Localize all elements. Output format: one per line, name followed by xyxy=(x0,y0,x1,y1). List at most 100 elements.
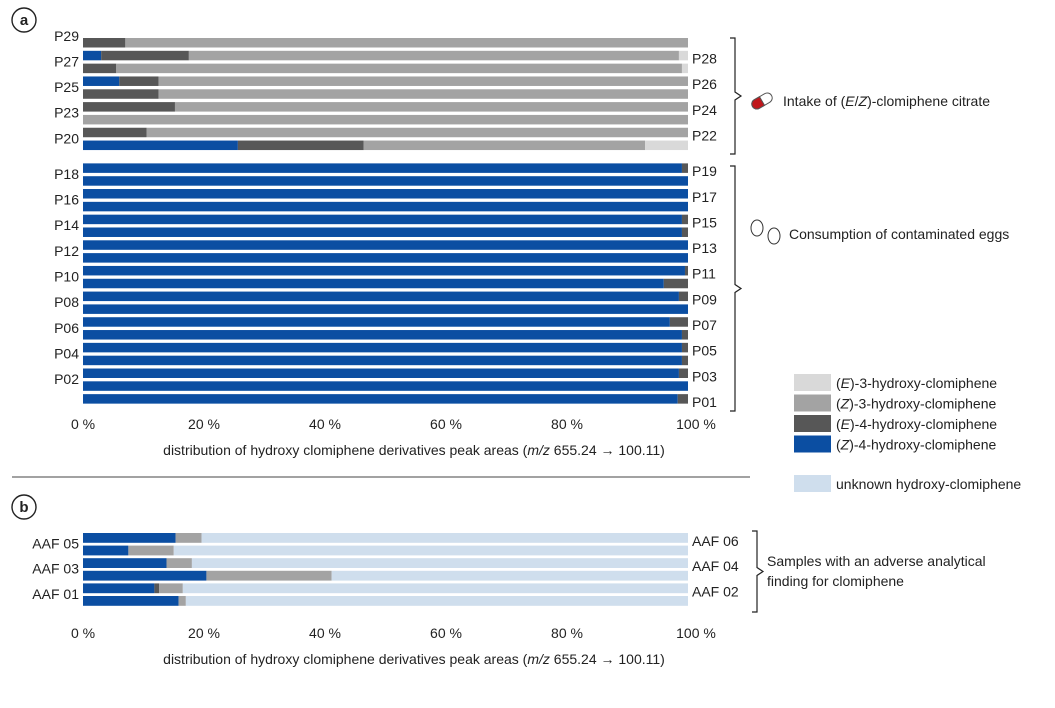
bar-p05-e4 xyxy=(681,342,688,353)
bar-p13-z4 xyxy=(83,240,688,250)
egg-1 xyxy=(750,219,764,237)
category-label: P16 xyxy=(54,192,79,208)
legend-label-z4: (Z)-4-hydroxy-clomiphene xyxy=(836,437,997,453)
x-axis-title: distribution of hydroxy clomiphene deriv… xyxy=(163,651,665,667)
legend-label-e4: (E)-4-hydroxy-clomiphene xyxy=(836,416,997,432)
bar-aaf-01-unknown xyxy=(185,596,688,606)
category-label: P26 xyxy=(692,76,717,92)
bar-aaf-01-z3 xyxy=(178,596,186,606)
bar-p04-z4 xyxy=(83,355,682,366)
x-tick-label: 100 % xyxy=(676,625,716,641)
bar-aaf-04-z3 xyxy=(166,558,192,568)
x-tick-label: 20 % xyxy=(188,625,220,641)
category-label: P09 xyxy=(692,291,717,307)
legend: (E)-3-hydroxy-clomiphene (Z)-3-hydroxy-cl… xyxy=(794,374,1021,492)
bar-p08-z4 xyxy=(83,304,688,314)
bar-p22-z3 xyxy=(146,127,688,138)
bar-p06-e4 xyxy=(681,330,688,340)
pill-red-half xyxy=(751,95,766,110)
x-tick-label: 20 % xyxy=(188,416,220,432)
bar-p23-z3 xyxy=(83,114,688,125)
category-label: P15 xyxy=(692,214,717,230)
x-tick-label: 0 % xyxy=(71,625,95,641)
bar-p11-e4 xyxy=(684,265,688,276)
category-label: P17 xyxy=(692,189,717,205)
bar-aaf-05-unknown xyxy=(173,545,688,556)
bar-aaf-06-z3 xyxy=(175,533,202,543)
pill-icon xyxy=(751,92,773,110)
category-label: P01 xyxy=(692,394,717,410)
bar-aaf-05-z4 xyxy=(83,545,129,556)
category-label: P06 xyxy=(54,320,79,336)
legend-swatch-e4 xyxy=(794,415,831,432)
bar-aaf-02-unknown xyxy=(182,583,688,594)
group-label-clomiphene: Intake of (E/Z)-clomiphene citrate xyxy=(783,93,990,109)
bar-p09-z4 xyxy=(83,291,679,302)
bar-p01-e4 xyxy=(677,394,688,404)
bar-aaf-03-unknown xyxy=(331,570,688,581)
brace-aaf xyxy=(752,530,765,613)
category-label: P24 xyxy=(692,102,717,118)
bar-p28-z3 xyxy=(188,50,679,61)
category-label: P02 xyxy=(54,371,79,387)
bar-p17-z4 xyxy=(83,189,688,199)
bar-p16-z4 xyxy=(83,201,688,212)
category-label: AAF 05 xyxy=(32,536,79,552)
bar-p29-e4 xyxy=(83,38,126,48)
panel-b-letter: b xyxy=(19,499,28,516)
bar-p29-z3 xyxy=(125,38,689,48)
bar-aaf-06-unknown xyxy=(201,533,688,543)
x-tick-label: 100 % xyxy=(676,416,716,432)
bar-p07-e4 xyxy=(669,317,688,327)
category-label: P13 xyxy=(692,240,717,256)
bar-p27-e3 xyxy=(681,63,688,74)
bar-aaf-02-e4 xyxy=(154,583,160,594)
bar-aaf-04-z4 xyxy=(83,558,167,568)
bar-p27-e4 xyxy=(83,63,117,74)
brace-eggs xyxy=(730,165,743,412)
panel-a-letter: a xyxy=(20,12,29,29)
legend-label-z3: (Z)-3-hydroxy-clomiphene xyxy=(836,396,997,412)
category-label: P29 xyxy=(54,28,79,44)
bar-p24-e4 xyxy=(83,102,175,112)
category-label: P03 xyxy=(692,368,717,384)
bar-p14-e4 xyxy=(681,227,688,237)
bar-p02-z4 xyxy=(83,381,688,391)
group-label-eggs: Consumption of contaminated eggs xyxy=(789,226,1009,242)
bar-p25-z3 xyxy=(158,89,688,99)
bar-p26-z4 xyxy=(83,76,120,86)
group-label-aaf-line: Samples with an adverse analytical xyxy=(767,553,986,569)
legend-swatch-z3 xyxy=(794,394,831,412)
bar-p27-z3 xyxy=(116,63,682,74)
legend-swatch-e3 xyxy=(794,374,831,391)
x-tick-label: 40 % xyxy=(309,625,341,641)
bar-p09-e4 xyxy=(678,291,688,302)
category-label: AAF 06 xyxy=(692,533,739,549)
bar-aaf-03-z3 xyxy=(206,570,332,581)
category-label: P28 xyxy=(692,51,717,67)
bar-p10-e4 xyxy=(663,278,688,289)
group-label-aaf-line: finding for clomiphene xyxy=(767,573,904,589)
category-label: P27 xyxy=(54,53,79,69)
panel-a-chart: P29 P28 P27 P26 P25 P24 P23 P22 P20 P19 P18 P17 P16 P… xyxy=(54,28,1009,458)
legend-label-unknown: unknown hydroxy-clomiphene xyxy=(836,476,1021,492)
category-label: P11 xyxy=(692,266,716,282)
bar-p26-z3 xyxy=(158,76,688,86)
bar-aaf-05-z3 xyxy=(128,545,174,556)
bar-p22-e4 xyxy=(83,127,147,138)
category-label: P10 xyxy=(54,269,79,285)
x-tick-label: 80 % xyxy=(551,625,583,641)
bar-aaf-02-z3 xyxy=(159,583,183,594)
legend-swatch-z4 xyxy=(794,435,831,453)
bar-p28-e3 xyxy=(678,50,688,61)
panel-a-badge: a xyxy=(11,7,37,33)
legend-swatch-unknown xyxy=(794,475,831,492)
bar-p03-z4 xyxy=(83,368,679,378)
bar-p06-z4 xyxy=(83,330,682,340)
category-label: P14 xyxy=(54,217,79,233)
bar-p24-z3 xyxy=(174,102,688,112)
x-axis-title: distribution of hydroxy clomiphene deriv… xyxy=(163,442,665,458)
category-label: P22 xyxy=(692,127,717,143)
bar-p20-e3 xyxy=(645,140,688,151)
